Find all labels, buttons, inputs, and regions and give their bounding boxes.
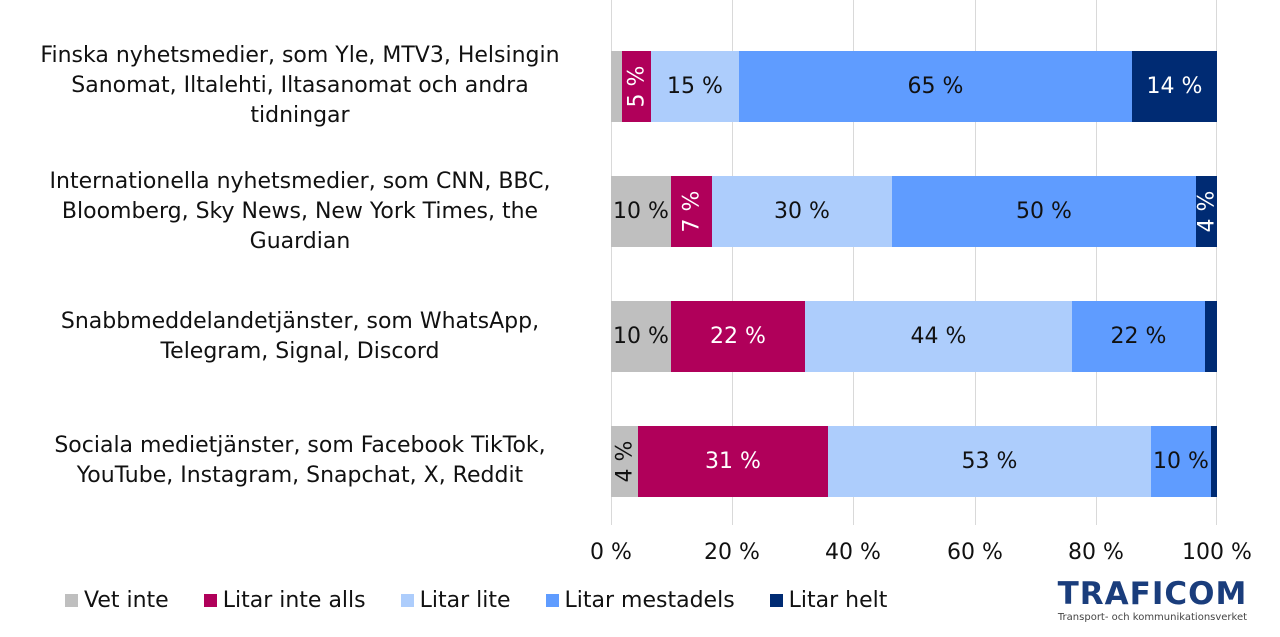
label-line: tidningar (250, 103, 350, 128)
data-label: 4 % (612, 440, 637, 483)
category-label-internationella: Internationella nyhetsmedier, som CNN, B… (0, 166, 600, 258)
data-label: 50 % (1016, 199, 1072, 224)
segment-litar-inte-alls: 31 % (638, 426, 828, 497)
gridline-100 (1216, 0, 1217, 525)
segment-vet-inte: 10 % (611, 176, 671, 247)
data-label: 7 % (679, 190, 704, 233)
legend-item-litar-inte-alls: Litar inte alls (203, 588, 366, 613)
legend-label: Litar mestadels (564, 588, 735, 613)
label-line: Bloomberg, Sky News, New York Times, the (61, 199, 539, 224)
label-line: Sanomat, Iltalehti, Iltasanomat och andr… (71, 73, 529, 98)
segment-vet-inte (611, 51, 622, 122)
bar-sociala: 4 % 31 % 53 % 10 % (611, 426, 1217, 497)
traficom-logo: TRAFICOM Transport- och kommunikationsve… (1035, 578, 1270, 623)
bar-finska: 5 % 15 % 65 % 14 % (611, 51, 1217, 122)
segment-litar-mestadels: 22 % (1072, 301, 1205, 372)
legend-swatch-icon (65, 594, 78, 607)
label-line: YouTube, Instagram, Snapchat, X, Reddit (76, 463, 524, 488)
category-label-snabbmeddelande: Snabbmeddelandetjänster, som WhatsApp, T… (0, 306, 600, 368)
segment-litar-lite: 44 % (805, 301, 1072, 372)
data-label: 10 % (613, 199, 669, 224)
data-label: 5 % (624, 65, 649, 108)
segment-vet-inte: 4 % (611, 426, 638, 497)
legend-item-litar-mestadels: Litar mestadels (545, 588, 735, 613)
data-label: 22 % (710, 324, 766, 349)
gridline-40 (853, 0, 854, 525)
data-label: 65 % (907, 74, 964, 99)
legend-label: Litar helt (788, 588, 888, 613)
label-line: Internationella nyhetsmedier, som CNN, B… (49, 169, 551, 194)
segment-litar-helt (1211, 426, 1217, 497)
segment-litar-lite: 15 % (651, 51, 739, 122)
gridline-80 (1096, 0, 1097, 525)
legend-label: Litar inte alls (222, 588, 366, 613)
category-label-sociala: Sociala medietjänster, som Facebook TikT… (0, 430, 600, 492)
x-tick-100: 100 % (1182, 540, 1252, 565)
segment-litar-inte-alls: 5 % (622, 51, 651, 122)
data-label: 14 % (1146, 74, 1203, 99)
x-tick-40: 40 % (825, 540, 881, 565)
x-tick-80: 80 % (1068, 540, 1124, 565)
x-tick-60: 60 % (947, 540, 1003, 565)
segment-litar-mestadels: 50 % (892, 176, 1196, 247)
label-line: Sociala medietjänster, som Facebook TikT… (54, 433, 546, 458)
data-label: 22 % (1110, 324, 1167, 349)
segment-litar-inte-alls: 22 % (671, 301, 805, 372)
legend-item-litar-helt: Litar helt (769, 588, 888, 613)
legend-item-litar-lite: Litar lite (400, 588, 511, 613)
segment-litar-inte-alls: 7 % (671, 176, 712, 247)
x-tick-0: 0 % (590, 540, 632, 565)
segment-vet-inte: 10 % (611, 301, 671, 372)
label-line: Snabbmeddelandetjänster, som WhatsApp, (60, 309, 540, 334)
data-label: 4 % (1194, 190, 1219, 233)
legend-label: Vet inte (84, 588, 169, 613)
data-label: 31 % (705, 449, 761, 474)
gridline-0 (611, 0, 612, 525)
legend-label: Litar lite (419, 588, 511, 613)
x-tick-20: 20 % (704, 540, 760, 565)
segment-litar-lite: 53 % (828, 426, 1151, 497)
data-label: 15 % (667, 74, 723, 99)
bar-internationella: 10 % 7 % 30 % 50 % 4 % (611, 176, 1219, 247)
label-line: Finska nyhetsmedier, som Yle, MTV3, Hels… (40, 43, 560, 68)
plot-area (611, 0, 1217, 525)
legend-swatch-icon (769, 594, 783, 607)
legend-swatch-icon (203, 594, 217, 607)
label-line: Guardian (249, 229, 351, 254)
legend: Vet inte Litar inte alls Litar lite Lita… (65, 588, 922, 613)
legend-swatch-icon (545, 594, 559, 607)
logo-subtitle: Transport- och kommunikationsverket (1057, 612, 1248, 623)
segment-litar-helt (1205, 301, 1217, 372)
segment-litar-mestadels: 65 % (739, 51, 1132, 122)
gridline-60 (975, 0, 976, 525)
category-label-finska: Finska nyhetsmedier, som Yle, MTV3, Hels… (0, 40, 600, 132)
data-label: 10 % (613, 324, 669, 349)
segment-litar-mestadels: 10 % (1151, 426, 1211, 497)
logo-wordmark: TRAFICOM (1057, 576, 1248, 612)
segment-litar-lite: 30 % (712, 176, 892, 247)
segment-litar-helt: 14 % (1132, 51, 1217, 122)
data-label: 30 % (774, 199, 830, 224)
gridline-20 (732, 0, 733, 525)
data-label: 53 % (961, 449, 1018, 474)
bar-snabbmeddelande: 10 % 22 % 44 % 22 % (611, 301, 1217, 372)
legend-item-vet-inte: Vet inte (65, 588, 169, 613)
data-label: 10 % (1153, 449, 1209, 474)
legend-swatch-icon (400, 594, 414, 607)
segment-litar-helt: 4 % (1194, 176, 1219, 247)
data-label: 44 % (910, 324, 967, 349)
label-line: Telegram, Signal, Discord (160, 339, 440, 364)
